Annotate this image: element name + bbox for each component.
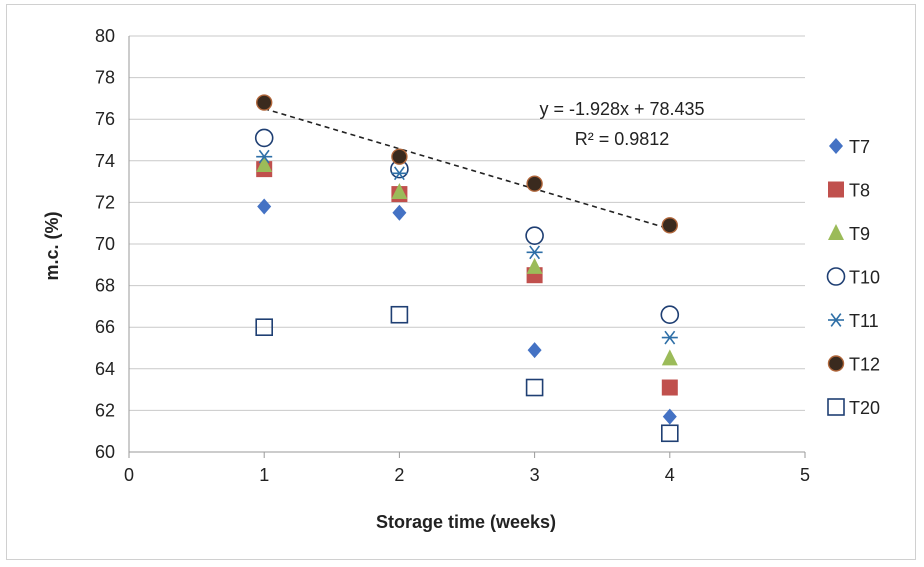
y-tick-label: 66 [95,317,115,337]
triangle-marker [526,257,543,274]
trendline-r-squared: R² = 0.9812 [575,129,670,149]
point-t20 [255,318,274,337]
x-tick-label: 3 [530,465,540,485]
point-t7 [662,408,677,425]
legend-marker-t11 [828,313,844,327]
legend-label-t11: T11 [849,311,879,331]
triangle-marker [661,349,678,366]
point-t7 [257,198,272,215]
circle-marker [525,226,544,245]
x-tick-label: 0 [124,465,134,485]
x-tick-label: 2 [394,465,404,485]
legend: T7 T8 T9 T10 T11 T12 T20 [826,137,880,418]
y-axis-label: m.c. (%) [42,211,62,280]
point-t10 [254,128,274,148]
y-tick-label: 78 [95,68,115,88]
point-t11 [661,330,678,345]
legend-marker-t12 [827,355,845,372]
y-tick-label: 74 [95,151,115,171]
filled-circle-marker [661,217,678,234]
legend-marker-t20 [827,398,845,416]
point-t7 [392,204,407,221]
grid-lines [129,35,805,411]
filled-circle-marker [256,94,273,111]
trendline-equation: y = -1.928x + 78.435 [539,99,704,119]
y-tick-label: 70 [95,234,115,254]
point-t12 [391,148,408,165]
y-tick-label: 60 [95,442,115,462]
legend-label-t12: T12 [849,355,880,375]
legend-marker-t10 [826,267,846,286]
y-tick-label: 64 [95,359,115,379]
y-tick-label: 76 [95,109,115,129]
legend-marker-t9 [828,224,844,240]
legend-label-t7: T7 [849,137,870,157]
point-t11 [391,166,408,181]
legend-marker-t7 [829,138,843,154]
point-t11 [526,245,543,260]
filled-circle-marker [391,148,408,165]
point-t20 [660,424,679,443]
point-t8 [661,379,678,396]
filled-circle-marker [526,175,543,192]
diamond-marker [829,138,843,154]
y-tick-label: 80 [95,26,115,46]
open-square-marker [525,378,544,397]
square-marker [828,181,844,198]
point-t9 [256,155,273,172]
legend-label-t9: T9 [849,224,870,244]
x-tick-label: 1 [259,465,269,485]
trendline [263,107,671,230]
circle-marker [660,305,680,325]
point-t9 [661,349,678,366]
point-t10 [660,305,680,325]
x-tick-label: 5 [800,465,810,485]
legend-label-t8: T8 [849,181,870,201]
legend-label-t10: T10 [849,268,880,288]
diamond-marker [392,204,407,221]
point-t10 [525,226,544,245]
point-t12 [526,175,543,192]
star-stroke [529,245,541,260]
open-square-marker [827,398,845,416]
legend-marker-t8 [828,181,844,198]
data-points [254,94,680,443]
star-stroke [393,166,405,181]
x-tick-label: 4 [665,465,675,485]
circle-marker [826,267,846,286]
open-square-marker [660,424,679,443]
tick-labels: 60 62 64 66 68 70 72 74 76 78 80 0 1 2 3 4 5 [95,26,810,485]
point-t12 [661,217,678,234]
diamond-marker [527,342,542,359]
star-stroke [258,149,270,164]
star-stroke [664,330,676,345]
axes [128,36,806,458]
square-marker [661,379,678,396]
point-t20 [525,378,544,397]
star-stroke [830,313,842,327]
x-axis-label: Storage time (weeks) [376,512,556,532]
open-square-marker [255,318,274,337]
point-t9 [526,257,543,274]
diamond-marker [662,408,677,425]
point-t20 [390,305,409,324]
triangle-marker [391,183,408,199]
y-tick-label: 68 [95,276,115,296]
diamond-marker [257,198,272,215]
legend-label-t20: T20 [849,398,880,418]
triangle-marker [256,155,273,172]
triangle-marker [828,224,844,240]
circle-marker [254,128,274,148]
open-square-marker [390,305,409,324]
point-t7 [527,342,542,359]
point-t9 [391,183,408,199]
y-tick-label: 72 [95,192,115,212]
point-t12 [256,94,273,111]
y-tick-label: 62 [95,400,115,420]
filled-circle-marker [827,355,845,372]
trendline-group [263,107,671,230]
chart-frame [6,4,916,560]
point-t11 [256,149,273,164]
